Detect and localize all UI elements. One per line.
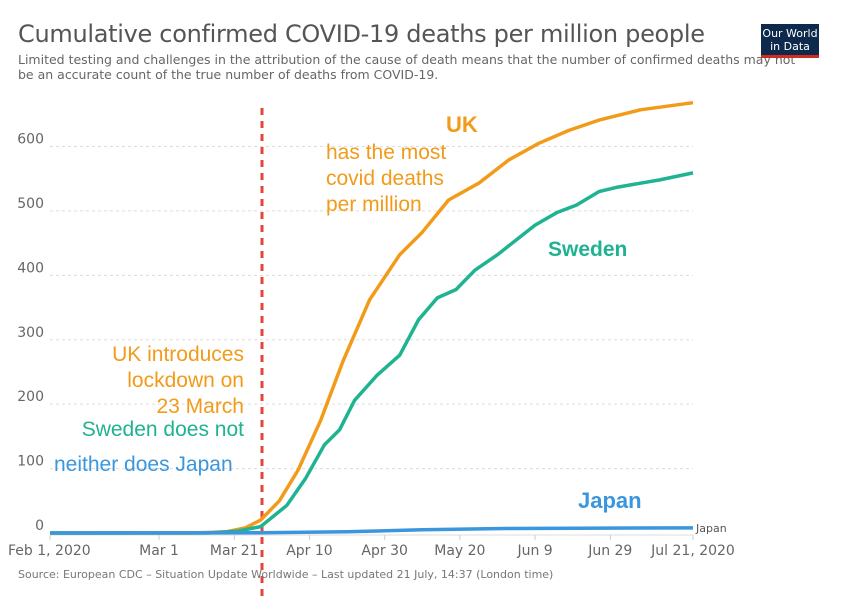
x-tick-label: Jun 29 (587, 543, 632, 559)
annotation-line: lockdown on (127, 369, 244, 392)
x-tick-label: May 20 (434, 543, 485, 559)
annotation-line: 23 March (156, 395, 244, 418)
series-line-uk (50, 100, 694, 535)
x-tick-label: Jun 9 (516, 543, 552, 559)
y-tick-label: 100 (17, 454, 44, 470)
series-end-label-japan: Japan (695, 522, 727, 535)
series-line-japan (49, 526, 694, 535)
y-tick-label: 400 (17, 260, 44, 276)
annotation-sweden-not: Sweden does not (81, 418, 244, 441)
annotation-uk-text: has the most covid deaths per million (326, 140, 446, 218)
annotation-line: has the most (326, 141, 447, 164)
series-line-sweden (50, 171, 694, 535)
x-tick-label: Apr 30 (361, 543, 407, 559)
x-tick-label: Mar 21 (210, 543, 259, 559)
annotation-japan: Japan (578, 488, 642, 513)
annotation-uk-title: UK (446, 112, 478, 137)
annotation-line: per million (326, 193, 422, 216)
y-tick-label: 300 (17, 325, 44, 341)
y-tick-label: 600 (17, 132, 44, 148)
owid-logo[interactable]: Our World in Data (761, 24, 819, 58)
y-tick-label: 500 (17, 196, 44, 212)
y-tick-label: 200 (17, 389, 44, 405)
y-tick-label: 0 (35, 518, 44, 534)
annotation-line: UK introduces (112, 343, 244, 366)
x-tick-label: Apr 10 (286, 543, 332, 559)
x-tick-label: Jul 21, 2020 (650, 543, 735, 559)
annotation-line: covid deaths (326, 167, 444, 190)
x-tick-label: Mar 1 (139, 543, 179, 559)
annotation-japan-not: neither does Japan (54, 453, 233, 476)
annotation-lockdown: UK introduces lockdown on 23 March (112, 342, 244, 420)
chart-subtitle: Limited testing and challenges in the at… (18, 52, 796, 82)
x-tick-label: Feb 1, 2020 (8, 543, 91, 559)
chart-title: Cumulative confirmed COVID-19 deaths per… (18, 20, 705, 48)
annotation-sweden: Sweden (548, 238, 628, 261)
source-note: Source: European CDC – Situation Update … (18, 568, 554, 581)
